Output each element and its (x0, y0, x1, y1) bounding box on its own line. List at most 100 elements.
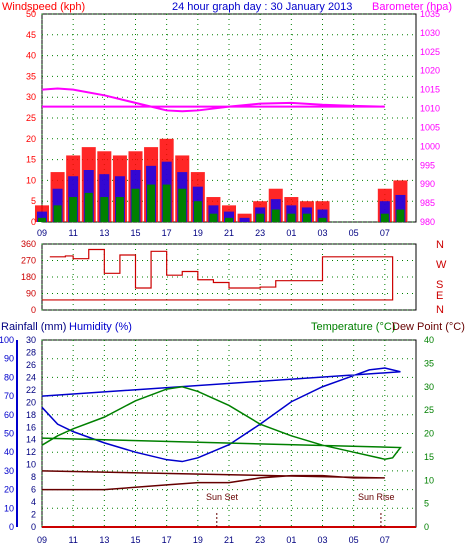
barometer-tick-label: 1005 (420, 122, 440, 132)
rainfall-axis-label: Rainfall (mm) (1, 321, 66, 333)
wind-avg-bar (131, 188, 140, 222)
bottom-x-tick-label: 11 (68, 535, 77, 545)
barometer-tick-label: 980 (420, 217, 435, 227)
barometer-tick-label: 1030 (420, 28, 440, 38)
windspeed-tick-label: 40 (26, 51, 36, 61)
plot-layer: 0510152025303540455098098599099510001005… (0, 9, 440, 545)
bottom-x-tick-label: 09 (37, 535, 47, 545)
x-tick-label: 19 (193, 228, 203, 238)
rainfall-tick-label: 28 (26, 347, 36, 357)
windspeed-tick-label: 0 (31, 217, 36, 227)
rainfall-tick-label: 6 (31, 485, 36, 495)
temperature-tick-label: 10 (424, 475, 434, 485)
compass-label-n-bottom: N (436, 304, 444, 316)
rainfall-tick-label: 14 (26, 435, 36, 445)
wind-avg-bar (256, 213, 265, 222)
windspeed-axis-label: Windspeed (kph) (2, 1, 85, 13)
windspeed-tick-label: 35 (26, 71, 36, 81)
humidity-tick-label: 70 (4, 391, 14, 401)
temperature-tick-label: 25 (424, 405, 434, 415)
bottom-x-tick-label: 03 (317, 535, 327, 545)
rainfall-tick-label: 26 (26, 360, 36, 370)
wind-avg-bar (380, 213, 389, 222)
wind-avg-bar (53, 205, 62, 222)
temperature-tick-label: 15 (424, 452, 434, 462)
x-tick-label: 11 (68, 228, 77, 238)
compass-label-e: E (436, 290, 443, 302)
rainfall-tick-label: 4 (31, 497, 36, 507)
rainfall-tick-label: 2 (31, 510, 36, 520)
barometer-tick-label: 1025 (420, 47, 440, 57)
wind-avg-bar (396, 209, 405, 222)
wind-avg-bar (178, 188, 187, 222)
windspeed-tick-label: 30 (26, 92, 36, 102)
x-tick-label: 15 (130, 228, 140, 238)
compass-label-s: S (436, 279, 443, 291)
humidity-tick-label: 30 (4, 466, 14, 476)
bottom-x-tick-label: 05 (349, 535, 359, 545)
wind-mid-bar (317, 209, 328, 222)
rainfall-tick-label: 18 (26, 410, 36, 420)
chart-title: 24 hour graph day : 30 January 2013 (172, 1, 352, 13)
barometer-tick-label: 1020 (420, 66, 440, 76)
direction-tick-label: 0 (31, 305, 36, 315)
rainfall-tick-label: 8 (31, 472, 36, 482)
barometer-tick-label: 1015 (420, 85, 440, 95)
bottom-x-tick-label: 13 (99, 535, 109, 545)
windspeed-tick-label: 10 (26, 175, 36, 185)
bottom-x-tick-label: 07 (380, 535, 390, 545)
windspeed-tick-label: 50 (26, 9, 36, 19)
bottom-x-tick-label: 21 (224, 535, 234, 545)
humidity-tick-label: 80 (4, 372, 14, 382)
direction-tick-label: 270 (21, 256, 36, 266)
humidity-tick-label: 40 (4, 447, 14, 457)
humidity-line (41, 367, 401, 463)
humidity-tick-label: 20 (4, 485, 14, 495)
wind-avg-bar (115, 197, 124, 222)
temperature-line (41, 385, 402, 460)
wind-avg-bar (271, 209, 280, 222)
dewpoint-line (41, 470, 385, 491)
wind-avg-bar (100, 197, 109, 222)
wind-avg-bar (193, 201, 202, 222)
barometer-line (41, 87, 385, 113)
barometer-tick-label: 995 (420, 160, 435, 170)
temperature-tick-label: 5 (424, 499, 429, 509)
temperature-tick-label: 30 (424, 382, 434, 392)
windspeed-tick-label: 25 (26, 113, 36, 123)
humidity-tick-label: 90 (4, 354, 14, 364)
rainfall-tick-label: 24 (26, 372, 36, 382)
rainfall-tick-label: 22 (26, 385, 36, 395)
wind-avg-bar (224, 217, 234, 222)
rainfall-tick-label: 30 (26, 335, 36, 345)
humidity-tick-label: 0 (9, 522, 14, 532)
wind-mid-bar (395, 194, 406, 222)
x-tick-label: 05 (349, 228, 359, 238)
humidity-tick-label: 10 (4, 503, 14, 513)
barometer-tick-label: 1000 (420, 141, 440, 151)
rainfall-tick-label: 12 (26, 447, 36, 457)
rainfall-tick-label: 10 (26, 460, 36, 470)
wind-mid-bar (379, 201, 390, 222)
compass-label-w: W (436, 259, 447, 271)
rainfall-tick-label: 16 (26, 422, 36, 432)
humidity-axis-label: Humidity (%) (69, 321, 132, 333)
rainfall-tick-label: 0 (31, 522, 36, 532)
direction-tick-label: 90 (26, 289, 36, 299)
windspeed-tick-label: 15 (26, 155, 36, 165)
barometer-tick-label: 1035 (420, 9, 440, 19)
wind-avg-bar (302, 213, 311, 222)
wind-avg-bar (287, 213, 296, 222)
rainfall-tick-label: 20 (26, 397, 36, 407)
wind-mid-bar (36, 211, 48, 222)
wind-mid-bar (239, 217, 250, 222)
sunrise-label: Sun Rise (358, 492, 395, 502)
x-tick-label: 03 (317, 228, 327, 238)
temperature-tick-label: 35 (424, 358, 434, 368)
bottom-x-tick-label: 19 (193, 535, 203, 545)
bottom-x-tick-label: 01 (286, 535, 296, 545)
wind-avg-bar (37, 217, 47, 222)
temperature-tick-label: 0 (424, 522, 429, 532)
wind-avg-bar (84, 192, 93, 222)
